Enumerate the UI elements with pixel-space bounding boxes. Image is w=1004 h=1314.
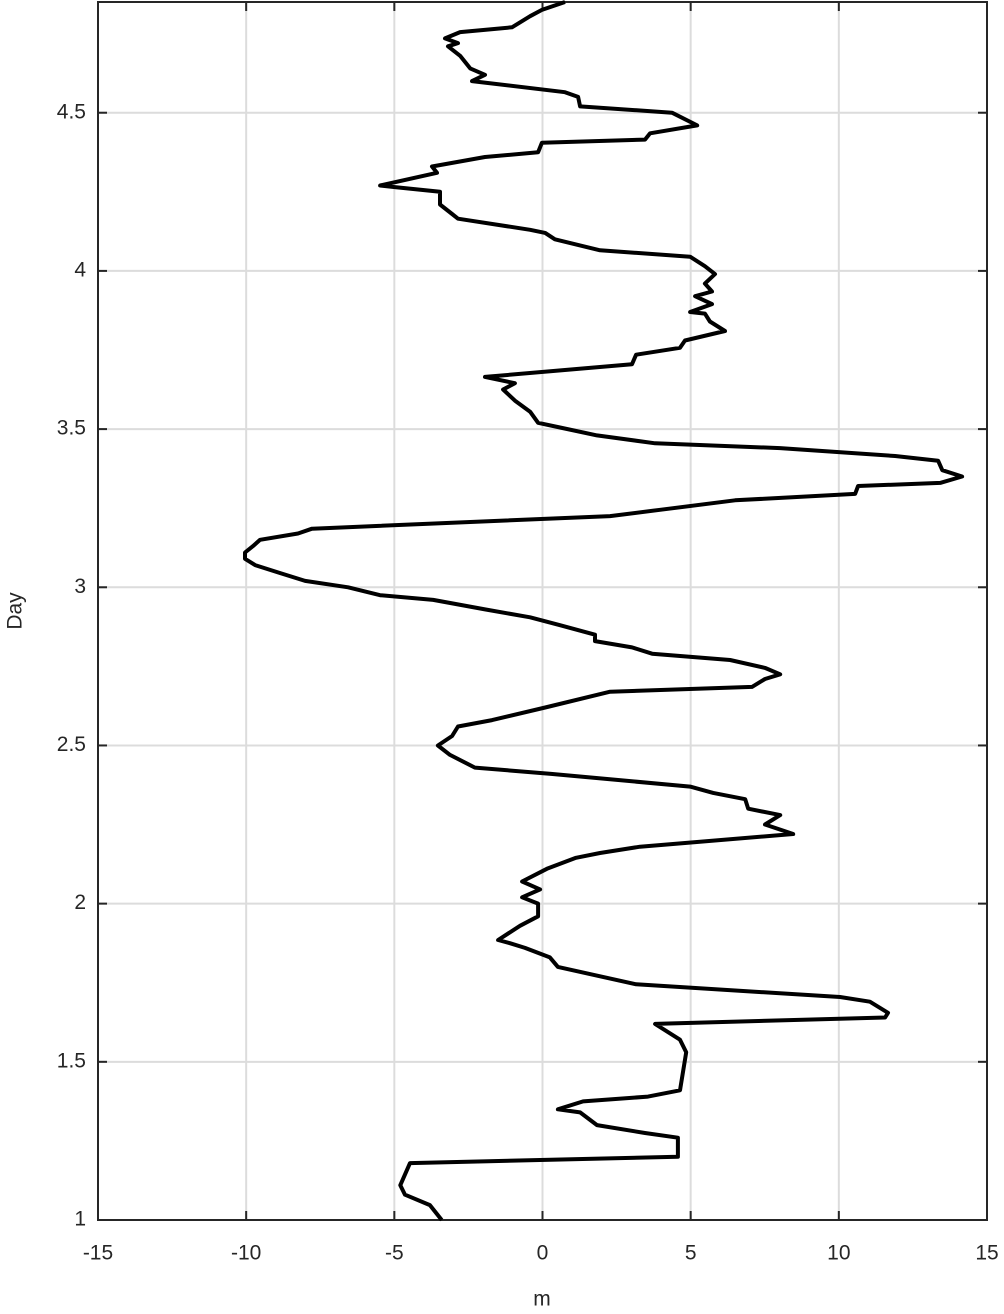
y-tick-label: 4.5 — [57, 100, 86, 123]
x-tick-label: 10 — [827, 1242, 850, 1265]
x-tick-label: -10 — [231, 1242, 261, 1265]
y-tick-label: 3 — [74, 575, 86, 598]
x-tick-label: 15 — [975, 1242, 998, 1265]
y-tick-label: 1 — [74, 1208, 86, 1231]
x-tick-label: 0 — [537, 1242, 549, 1265]
x-tick-label: 5 — [685, 1242, 697, 1265]
x-axis-label: m — [533, 1288, 551, 1311]
x-tick-label: -15 — [83, 1242, 113, 1265]
x-tick-label: -5 — [385, 1242, 404, 1265]
y-tick-label: 1.5 — [57, 1049, 86, 1072]
y-tick-label: 2 — [74, 891, 86, 914]
data-line — [243, 0, 965, 1222]
y-tick-label: 3.5 — [57, 417, 86, 440]
y-tick-label: 4 — [74, 258, 86, 281]
y-axis-label: Day — [4, 592, 27, 630]
y-tick-label: 2.5 — [57, 733, 86, 756]
plot-frame — [97, 1, 988, 1221]
